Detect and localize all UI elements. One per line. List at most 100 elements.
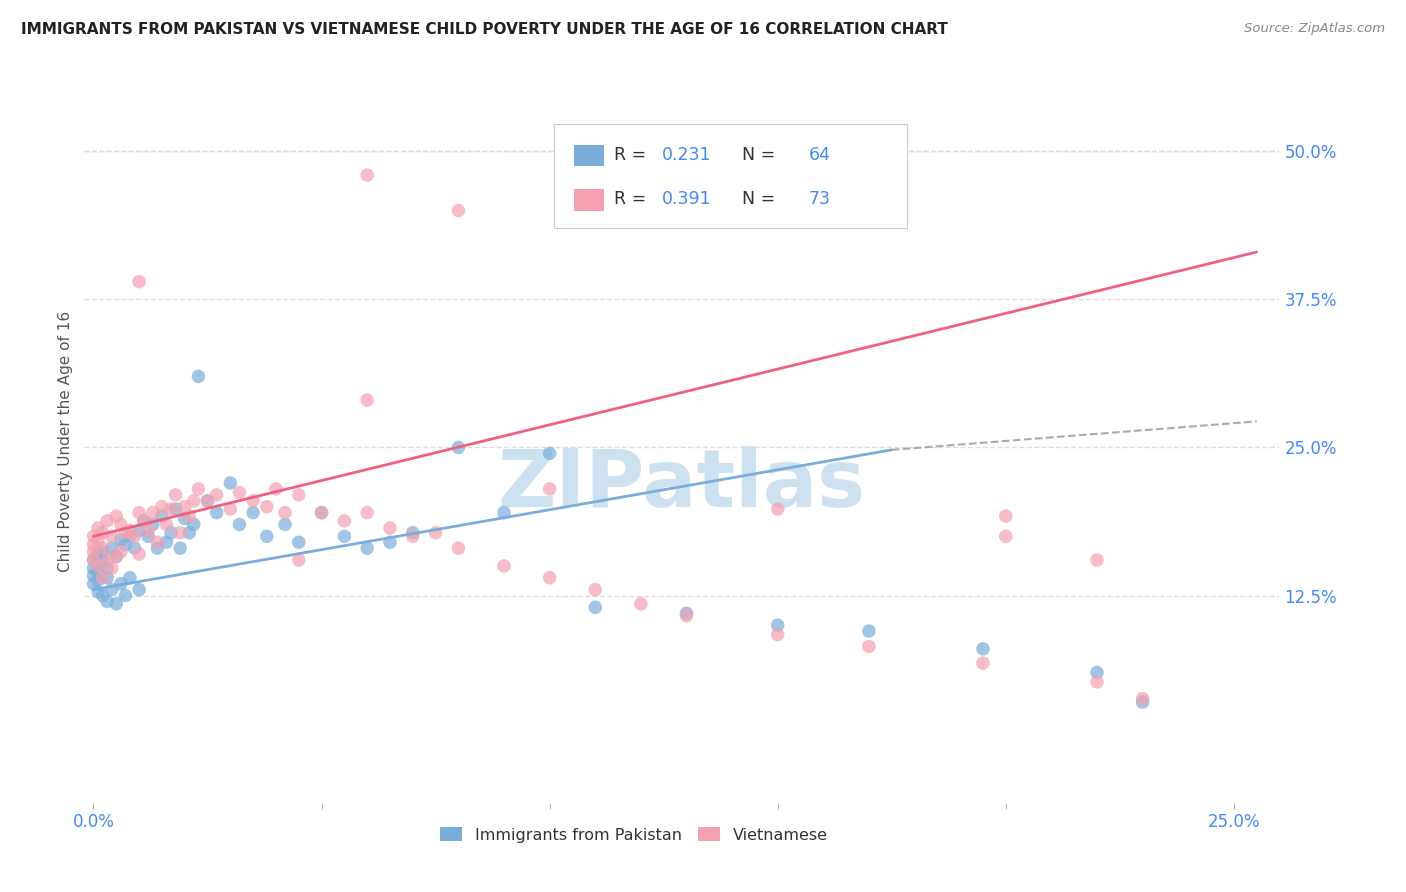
Point <box>82 568 104 582</box>
Point <box>91 571 114 585</box>
Point <box>100 541 122 556</box>
Text: 64: 64 <box>808 145 831 164</box>
Point <box>91 589 114 603</box>
Point <box>100 529 122 543</box>
Point <box>82 544 104 558</box>
Point <box>1132 691 1154 706</box>
Point <box>96 594 118 608</box>
Point <box>128 547 150 561</box>
Point <box>994 529 1017 543</box>
Point <box>169 525 191 540</box>
Point <box>87 533 110 547</box>
Point <box>256 500 278 514</box>
Point <box>82 553 104 567</box>
Point <box>333 529 356 543</box>
Point <box>160 525 183 540</box>
Point <box>110 544 132 558</box>
Point <box>1085 675 1108 690</box>
Point <box>880 192 903 206</box>
Point <box>287 535 309 549</box>
Text: N =: N = <box>731 191 780 209</box>
Point <box>187 482 209 496</box>
Point <box>287 553 309 567</box>
Point <box>114 525 136 540</box>
Text: R =: R = <box>614 191 651 209</box>
Point <box>311 506 333 520</box>
Point <box>91 541 114 556</box>
Point <box>118 571 141 585</box>
Point <box>179 525 201 540</box>
Text: R =: R = <box>614 145 651 164</box>
Point <box>136 529 159 543</box>
Point <box>142 517 165 532</box>
Point <box>87 585 110 599</box>
Point <box>219 502 242 516</box>
Point <box>425 525 447 540</box>
Point <box>105 509 128 524</box>
Point <box>187 369 209 384</box>
Point <box>165 502 187 516</box>
Point <box>82 576 104 591</box>
Point <box>82 561 104 575</box>
Point <box>87 573 110 587</box>
Point <box>96 571 118 585</box>
Point <box>538 446 561 460</box>
Point <box>228 485 250 500</box>
Point <box>356 541 378 556</box>
Point <box>183 517 205 532</box>
Point <box>114 538 136 552</box>
Point <box>583 582 606 597</box>
Point <box>110 576 132 591</box>
Point <box>96 553 118 567</box>
Point <box>160 502 183 516</box>
Point <box>82 529 104 543</box>
Point <box>197 493 219 508</box>
Point <box>228 517 250 532</box>
Point <box>105 549 128 564</box>
Point <box>356 506 378 520</box>
Text: N =: N = <box>731 145 780 164</box>
Point <box>179 509 201 524</box>
Point <box>356 168 378 182</box>
Point <box>146 541 169 556</box>
Point <box>492 558 515 573</box>
Point <box>110 517 132 532</box>
Point <box>100 582 122 597</box>
Point <box>105 549 128 564</box>
Point <box>146 535 169 549</box>
Point <box>675 607 697 621</box>
Point <box>766 502 789 516</box>
Point <box>242 506 264 520</box>
Point <box>128 275 150 289</box>
Point <box>630 597 652 611</box>
FancyBboxPatch shape <box>575 145 605 166</box>
Point <box>128 582 150 597</box>
Point <box>173 511 195 525</box>
Point <box>311 506 333 520</box>
Point <box>136 524 159 538</box>
Point <box>675 608 697 623</box>
Point <box>538 571 561 585</box>
Point <box>105 597 128 611</box>
Point <box>132 514 155 528</box>
Point <box>583 600 606 615</box>
Point <box>110 533 132 547</box>
Point <box>142 506 165 520</box>
FancyBboxPatch shape <box>554 124 907 228</box>
Point <box>402 525 425 540</box>
Y-axis label: Child Poverty Under the Age of 16: Child Poverty Under the Age of 16 <box>58 311 73 572</box>
Point <box>82 538 104 552</box>
Point <box>118 524 141 538</box>
Point <box>378 521 401 535</box>
Point <box>219 475 242 490</box>
Point <box>91 553 114 567</box>
Point <box>165 488 187 502</box>
Point <box>402 529 425 543</box>
Point <box>118 529 141 543</box>
Point <box>91 544 114 558</box>
Point <box>150 500 173 514</box>
Point <box>447 203 470 218</box>
Point <box>972 641 994 656</box>
Point <box>858 640 880 654</box>
Point <box>96 561 118 575</box>
